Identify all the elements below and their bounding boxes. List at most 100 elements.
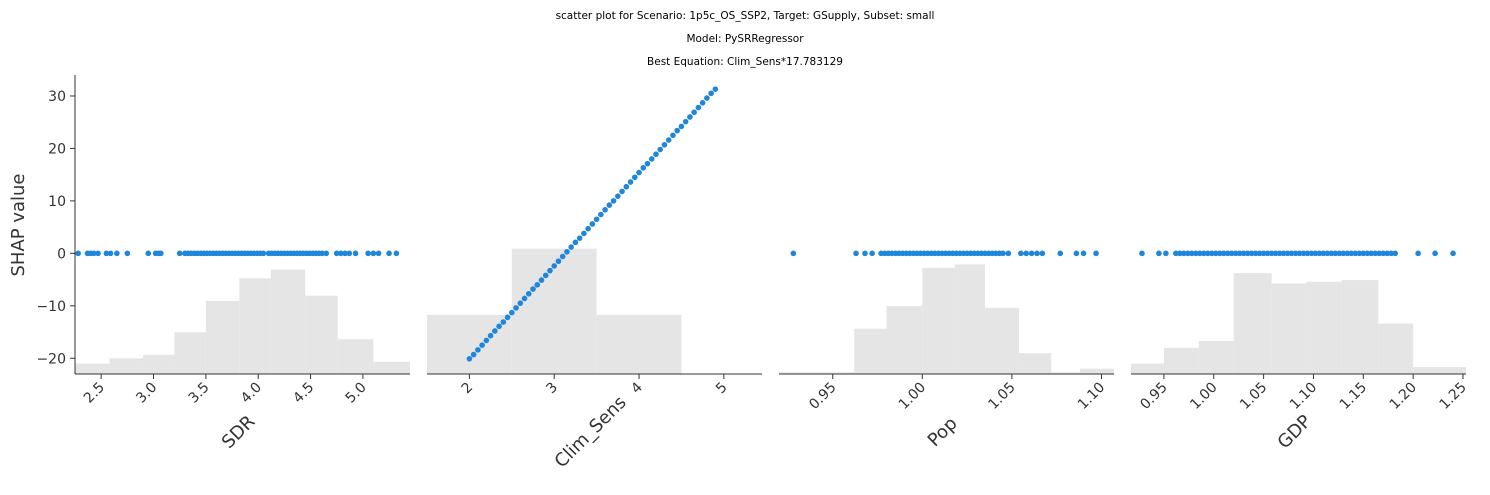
scatter-point xyxy=(1276,250,1283,257)
scatter-point xyxy=(1348,250,1355,257)
scatter-point xyxy=(1368,250,1375,257)
scatter-point xyxy=(1308,250,1315,257)
histogram-bar xyxy=(854,328,887,374)
scatter-point xyxy=(333,250,340,257)
scatter-point xyxy=(589,221,596,227)
scatter-point xyxy=(466,355,473,362)
scatter-point xyxy=(653,151,659,158)
scatter-point xyxy=(631,174,638,181)
histogram-bar xyxy=(239,278,271,374)
scatter-point xyxy=(559,253,566,260)
scatter-point xyxy=(1212,250,1219,257)
figure-title: scatter plot for Scenario: 1p5c_OS_SSP2,… xyxy=(556,10,935,22)
scatter-point xyxy=(158,250,164,257)
y-tick-label: 10 xyxy=(48,194,66,210)
scatter-point xyxy=(687,114,693,120)
histogram-bar xyxy=(818,372,855,374)
scatter-point xyxy=(1364,250,1371,257)
scatter-point xyxy=(1332,250,1339,257)
histogram-bar xyxy=(985,307,1020,374)
scatter-point xyxy=(1392,250,1399,257)
scatter-point xyxy=(1284,250,1291,257)
scatter-point xyxy=(370,250,377,257)
scatter-point xyxy=(145,250,152,257)
x-tick-label: 4.5 xyxy=(290,380,317,407)
scatter-point xyxy=(75,250,81,257)
panel-gdp: 0.95 1.00 1.05 1.10 1.15 1.20 1.25 GDP xyxy=(1131,250,1470,453)
scatter-point xyxy=(1220,250,1227,257)
scatter-point xyxy=(1216,250,1223,257)
scatter-point xyxy=(853,250,859,257)
scatter-point xyxy=(572,239,579,246)
scatter-point xyxy=(1005,250,1012,257)
scatter-point xyxy=(492,328,498,334)
x-tick-label: 4.0 xyxy=(238,380,265,407)
scatter-point xyxy=(1224,250,1231,257)
scatter-point xyxy=(1248,250,1255,257)
histogram-bar xyxy=(1271,283,1307,374)
x-tick-label: 5.0 xyxy=(343,380,370,407)
scatter-point xyxy=(346,250,353,257)
scatter-point xyxy=(479,342,485,348)
histogram-bar xyxy=(337,339,374,374)
scatter-point xyxy=(695,104,702,111)
x-tick-label: 1.00 xyxy=(896,380,929,413)
histogram-bar xyxy=(1163,347,1199,374)
scatter-point xyxy=(581,230,587,237)
scatter-point xyxy=(648,156,655,162)
scatter-point xyxy=(623,183,630,190)
scatter-point xyxy=(551,263,558,269)
histogram-bar xyxy=(205,300,240,374)
scatter-point xyxy=(691,109,697,116)
scatter-point xyxy=(375,250,382,257)
x-tick-label: 4 xyxy=(628,379,646,397)
scatter-point xyxy=(1380,250,1387,257)
scatter-point xyxy=(674,127,680,134)
scatter-point xyxy=(1360,250,1367,257)
histogram-bar xyxy=(1378,323,1414,374)
scatter-point xyxy=(1000,250,1006,257)
scatter-point xyxy=(1372,250,1379,257)
scatter-point xyxy=(1173,250,1179,257)
histogram-bar xyxy=(511,248,597,374)
x-axis-label: Pop xyxy=(924,413,962,451)
scatter-point xyxy=(704,95,710,101)
scatter-point xyxy=(602,207,608,213)
scatter-point xyxy=(114,250,120,257)
scatter-point xyxy=(534,282,541,288)
scatter-point xyxy=(1034,250,1040,257)
scatter-point xyxy=(386,250,392,257)
scatter-point xyxy=(1300,250,1307,257)
scatter-point xyxy=(393,250,400,257)
scatter-point xyxy=(1244,250,1251,257)
x-tick-label: 1.15 xyxy=(1337,380,1370,413)
scatter-point xyxy=(682,118,689,125)
histogram-bar xyxy=(954,264,986,374)
scatter-point xyxy=(1252,250,1259,257)
x-tick-label: 3.0 xyxy=(133,380,160,407)
scatter-point xyxy=(1200,250,1207,257)
histogram-bar xyxy=(1448,367,1466,374)
scatter-point xyxy=(610,198,617,204)
y-axis-label: SHAP value xyxy=(8,173,29,276)
scatter-point xyxy=(496,323,502,330)
panel-sdr: 2.5 3.0 3.5 4.0 4.5 5.0 SDR −20 −10 0 10 20 30 xyxy=(36,75,410,453)
panel-clim-sens: 2 3 4 5 Clim_Sens xyxy=(427,86,762,472)
scatter-point xyxy=(598,211,604,218)
scatter-point xyxy=(1272,250,1279,257)
scatter-point xyxy=(521,295,528,302)
histogram-bar xyxy=(1233,273,1272,374)
x-tick-label: 1.05 xyxy=(985,380,1018,413)
scatter-point xyxy=(576,235,583,241)
scatter-point xyxy=(1320,250,1327,257)
scatter-point xyxy=(176,250,183,257)
histogram-bar xyxy=(1131,363,1164,374)
scatter-point xyxy=(1316,250,1323,257)
scatter-point xyxy=(470,351,477,358)
scatter-point xyxy=(1388,250,1395,257)
scatter-point xyxy=(1080,250,1087,257)
scatter-point xyxy=(1324,250,1331,257)
scatter-point xyxy=(1280,250,1287,257)
scatter-point xyxy=(530,286,536,292)
